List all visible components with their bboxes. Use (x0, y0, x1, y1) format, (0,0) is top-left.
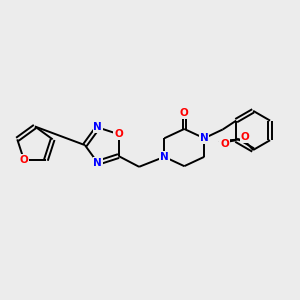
Text: N: N (160, 152, 169, 162)
Text: O: O (180, 108, 189, 118)
Text: N: N (200, 133, 208, 143)
Text: N: N (93, 158, 102, 168)
Text: O: O (20, 155, 28, 165)
Text: O: O (220, 139, 229, 148)
Text: O: O (114, 129, 123, 139)
Text: N: N (93, 122, 102, 132)
Text: O: O (240, 132, 249, 142)
